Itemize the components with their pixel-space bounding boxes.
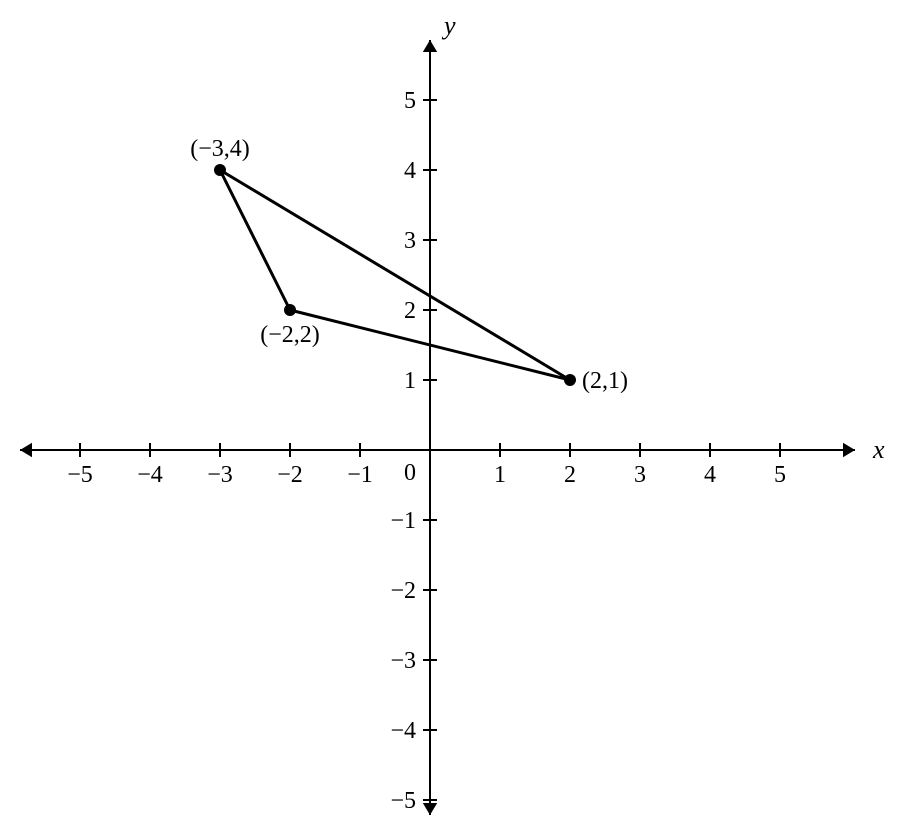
y-axis-arrow-up: [423, 40, 437, 52]
data-point-label: (2,1): [582, 368, 628, 394]
y-tick-label: −5: [390, 788, 416, 814]
data-point: [564, 374, 576, 386]
data-point: [214, 164, 226, 176]
x-tick-label: −5: [67, 462, 93, 488]
y-tick-label: 4: [404, 158, 416, 184]
y-axis-label: y: [441, 11, 456, 40]
y-tick-label: 3: [404, 228, 416, 254]
x-tick-label: −1: [347, 462, 373, 488]
data-point-label: (−2,2): [260, 322, 320, 348]
y-tick-label: 2: [404, 298, 416, 324]
y-tick-label: −3: [390, 648, 416, 674]
y-tick-label: 5: [404, 88, 416, 114]
triangle-shape: [220, 170, 570, 380]
x-tick-label: −3: [207, 462, 233, 488]
data-point: [284, 304, 296, 316]
x-tick-label: 5: [774, 462, 786, 488]
x-axis-arrow-left: [20, 443, 32, 457]
coordinate-plane-chart: x y −5 −4 −3 −2 −1 1 2 3 4 5 −5 −4 −3 −2 −1 1 2 3 4 5 0 (−3,4) (…: [0, 0, 900, 825]
y-tick-label: −1: [390, 508, 416, 534]
y-tick-label: −2: [390, 578, 416, 604]
origin-label: 0: [404, 460, 416, 486]
x-axis-arrow-right: [843, 443, 855, 457]
x-tick-label: −4: [137, 462, 163, 488]
x-tick-label: 2: [564, 462, 576, 488]
y-tick-label: −4: [390, 718, 416, 744]
y-tick-label: 1: [404, 368, 416, 394]
x-axis-label: x: [872, 435, 885, 464]
x-tick-label: 4: [704, 462, 716, 488]
y-axis-arrow-down: [423, 803, 437, 815]
x-tick-label: −2: [277, 462, 303, 488]
x-tick-label: 3: [634, 462, 646, 488]
x-tick-label: 1: [494, 462, 506, 488]
data-point-label: (−3,4): [190, 136, 250, 162]
